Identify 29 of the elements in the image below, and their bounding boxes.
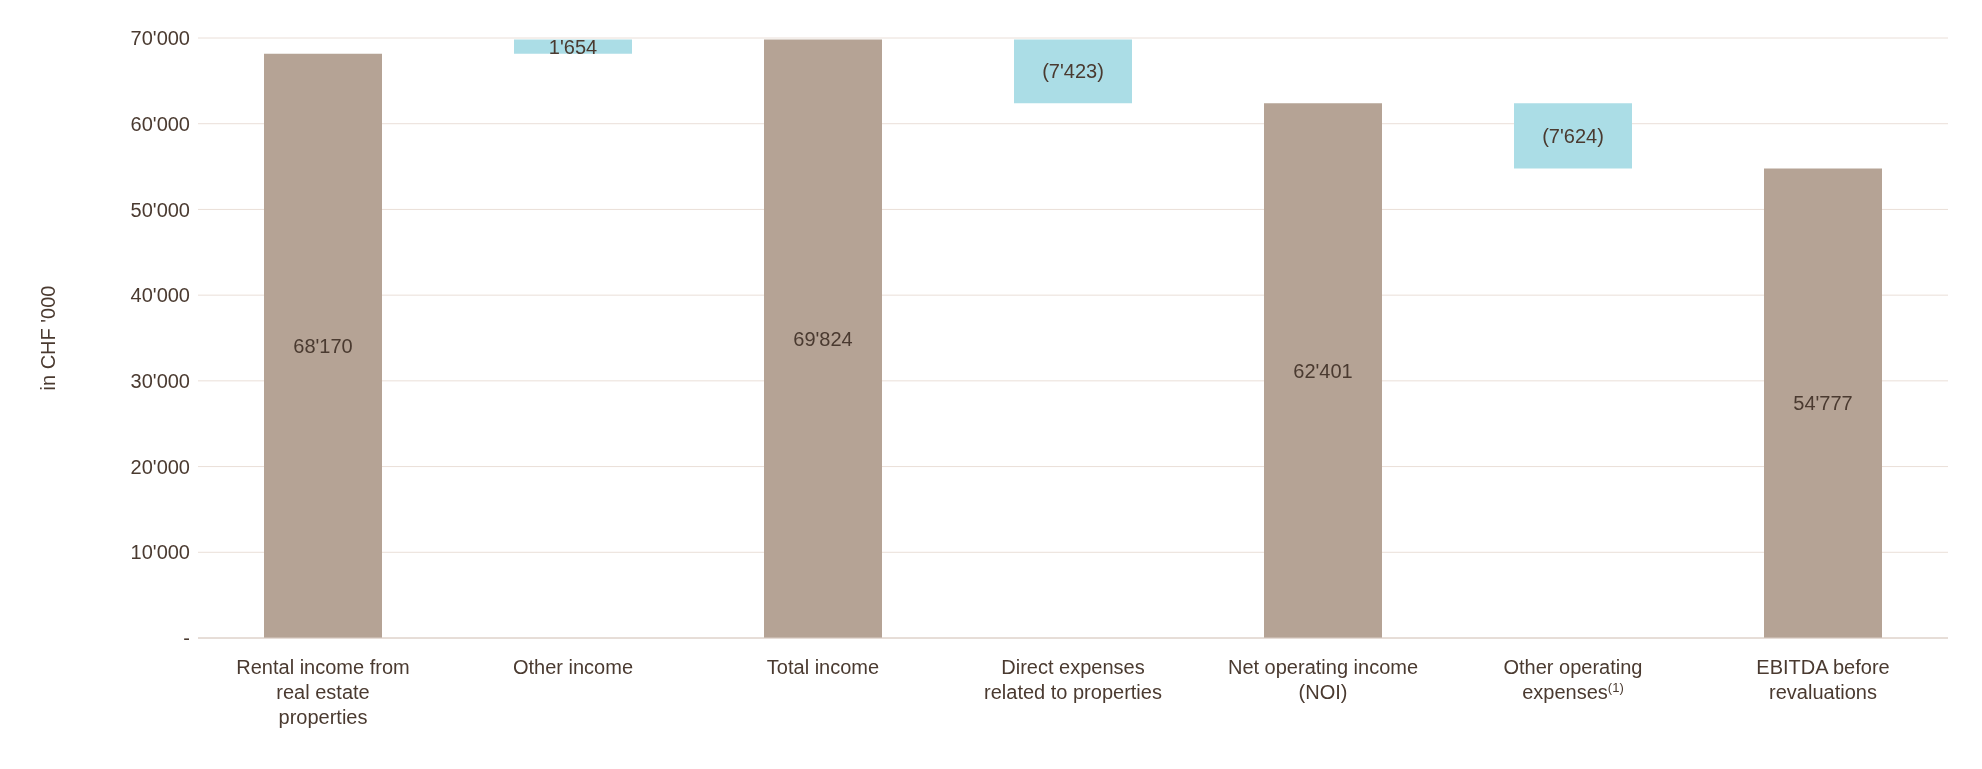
y-tick-label: 70'000 [130,27,190,50]
x-tick-label: EBITDA before revaluations [1756,656,1890,703]
y-tick-label: 50'000 [130,198,190,221]
bar [1264,103,1382,638]
bar [264,53,382,638]
x-tick-label: Other operating expenses$^{(1)}$ [1503,656,1643,703]
bar [1764,168,1882,638]
y-tick-label: 40'000 [130,284,190,307]
y-tick-label: 20'000 [130,455,190,478]
x-tick-label: Net operating income (NOI) [1227,656,1419,703]
data-label: 54'777 [1793,392,1853,415]
y-axis-title: in CHF '000 [37,285,60,391]
bar [1014,39,1132,104]
y-tick-label: 30'000 [130,369,190,392]
bar [1514,103,1632,169]
x-tick-label: Direct expenses related to properties [984,656,1162,703]
data-label: 1'654 [548,35,598,58]
data-label: (7'423) [1042,60,1104,83]
y-tick-label: 60'000 [130,112,190,135]
y-tick-label: 10'000 [130,541,190,564]
data-label: 69'824 [793,327,853,350]
data-label: 68'170 [293,334,353,357]
x-tick-label: Rental income from real estate properties [236,656,410,728]
data-label: 62'401 [1293,359,1353,382]
data-label: (7'624) [1542,124,1604,147]
x-tick-label: Total income [766,656,880,678]
x-tick-label: Other income [512,656,634,678]
bar [764,39,882,638]
y-tick-label: - [183,627,190,650]
